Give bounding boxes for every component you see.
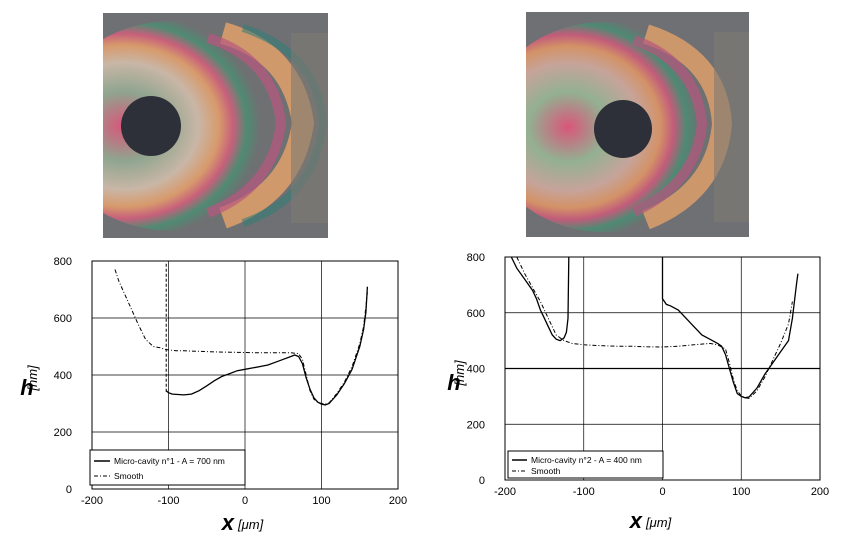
y-axis-var: h <box>20 375 33 400</box>
y-tick-label: 400 <box>467 364 485 376</box>
series-line-solid <box>661 257 799 399</box>
grid <box>505 257 820 480</box>
interference-fringes-image <box>103 13 328 238</box>
y-tick-label: 200 <box>54 427 72 439</box>
legend-label-2: Smooth <box>114 471 144 481</box>
y-tick-label: 600 <box>467 308 485 320</box>
micro-cavity-2-photo <box>526 12 749 237</box>
series-line-dashdot <box>516 256 793 399</box>
series-group <box>114 263 369 406</box>
y-axis-unit: [nm] <box>25 365 40 392</box>
interference-fringes-image <box>526 12 749 237</box>
legend-box <box>507 450 664 479</box>
x-tick-label: 200 <box>811 486 829 498</box>
legend-box <box>89 449 246 486</box>
x-axis-unit: [μm] <box>645 515 672 530</box>
series-line-dashdot <box>114 269 368 405</box>
x-tick-label: 100 <box>312 495 330 507</box>
x-tick-label: -200 <box>494 486 516 498</box>
plot-frame <box>91 260 399 490</box>
y-tick-label: 600 <box>54 313 72 325</box>
tick-labels: -200 -100 0 100 200 0 200 400 600 800 <box>467 252 830 498</box>
x-tick-label: -200 <box>81 495 103 507</box>
y-axis-var: h <box>447 370 460 395</box>
series-group <box>510 256 799 399</box>
series-line-solid <box>510 256 570 342</box>
legend: Micro-cavity n°2 - A = 400 nm Smooth <box>507 450 664 479</box>
legend: Micro-cavity n°1 - A = 700 nm Smooth <box>89 449 246 486</box>
tick-labels: -200 -100 0 100 200 0 200 400 600 800 <box>54 256 408 507</box>
x-tick-label: -100 <box>157 495 179 507</box>
x-tick-label: 0 <box>242 495 248 507</box>
legend-label-1: Micro-cavity n°1 - A = 700 nm <box>114 456 225 466</box>
y-axis-unit: [nm] <box>452 360 467 387</box>
y-tick-label: 0 <box>66 484 72 496</box>
x-tick-label: 0 <box>659 486 665 498</box>
legend-label-1: Micro-cavity n°2 - A = 400 nm <box>531 455 642 465</box>
y-tick-label: 800 <box>54 256 72 268</box>
y-tick-label: 800 <box>467 252 485 264</box>
x-axis-var: x <box>629 508 643 533</box>
micro-cavity-1-photo <box>103 13 328 238</box>
y-tick-label: 400 <box>54 370 72 382</box>
y-tick-label: 200 <box>467 419 485 431</box>
x-axis-unit: [μm] <box>237 517 264 532</box>
chart-2: -200 -100 0 100 200 0 200 400 600 800 h [nm] x [μ… <box>447 252 830 533</box>
x-tick-label: -100 <box>573 486 595 498</box>
series-line-solid <box>165 286 369 406</box>
x-tick-label: 100 <box>732 486 750 498</box>
chart-1: -200 -100 0 100 200 0 200 400 600 800 h [nm] x [μ… <box>20 256 408 535</box>
x-tick-label: 200 <box>389 495 407 507</box>
x-axis-var: x <box>221 510 235 535</box>
y-tick-label: 0 <box>479 475 485 487</box>
legend-label-2: Smooth <box>531 466 561 476</box>
